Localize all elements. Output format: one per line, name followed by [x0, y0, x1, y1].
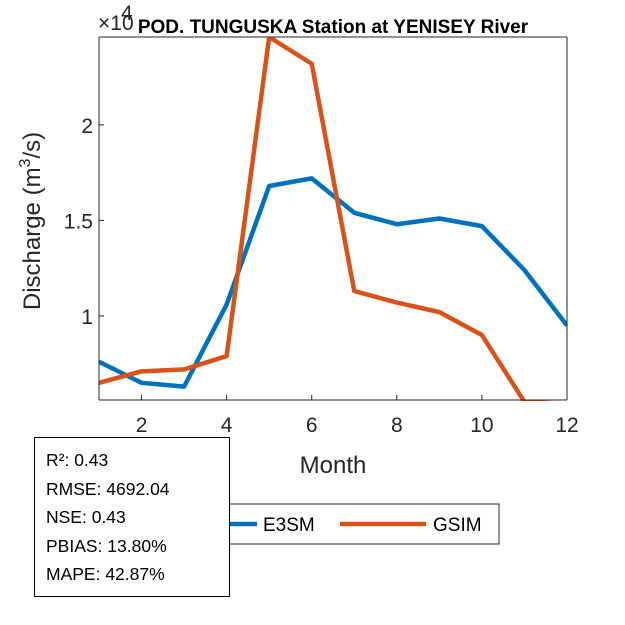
y-tick-label-2: 2	[81, 115, 93, 138]
legend: E3SM GSIM	[207, 503, 500, 545]
x-tick-label-6: 6	[306, 414, 318, 437]
x-axis-label: Month	[300, 452, 367, 479]
x-tick-label-2: 2	[136, 414, 148, 437]
x-tick-label-8: 8	[391, 414, 403, 437]
chart-title: POD. TUNGUSKA Station at YENISEY River	[138, 17, 529, 38]
series-line-e3sm	[99, 176, 567, 389]
stat-pbias: PBIAS: 13.80%	[46, 535, 167, 556]
legend-label-gsim: GSIM	[433, 515, 482, 536]
y-tick-label-1.5: 1.5	[64, 210, 93, 233]
stat-rmse: RMSE: 4692.04	[46, 478, 170, 499]
series-line-gsim	[99, 37, 555, 401]
y-exponent-base: ×10	[98, 12, 134, 35]
x-tick-label-10: 10	[470, 414, 493, 437]
x-tick-label-4: 4	[221, 414, 233, 437]
plot-area	[99, 37, 567, 400]
stat-nse: NSE: 0.43	[46, 507, 126, 528]
stats-box: R²: 0.43 RMSE: 4692.04 NSE: 0.43 PBIAS: …	[34, 437, 230, 597]
y-exponent-power: 4	[121, 2, 133, 25]
stat-r2: R²: 0.43	[46, 450, 109, 470]
legend-label-e3sm: E3SM	[263, 515, 315, 536]
y-tick-label-1: 1	[81, 306, 93, 329]
stat-mape: MAPE: 42.87%	[46, 564, 165, 585]
x-tick-label-12: 12	[555, 414, 578, 437]
y-axis-label: Discharge (m3/s)	[17, 132, 46, 310]
